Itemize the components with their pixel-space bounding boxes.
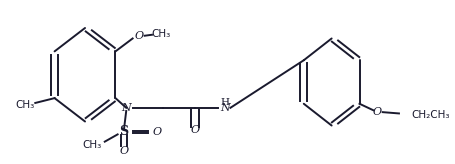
Text: O: O [190,125,199,135]
Text: N: N [220,103,230,113]
Text: CH₃: CH₃ [151,29,170,39]
Text: O: O [134,31,143,41]
Text: N: N [121,103,131,113]
Text: CH₂CH₃: CH₂CH₃ [412,110,450,120]
Text: O: O [153,127,162,137]
Text: O: O [120,145,129,155]
Text: S: S [120,125,129,138]
Text: CH₃: CH₃ [82,140,101,150]
Text: O: O [373,107,382,117]
Text: H: H [220,98,229,107]
Text: CH₃: CH₃ [16,100,35,110]
